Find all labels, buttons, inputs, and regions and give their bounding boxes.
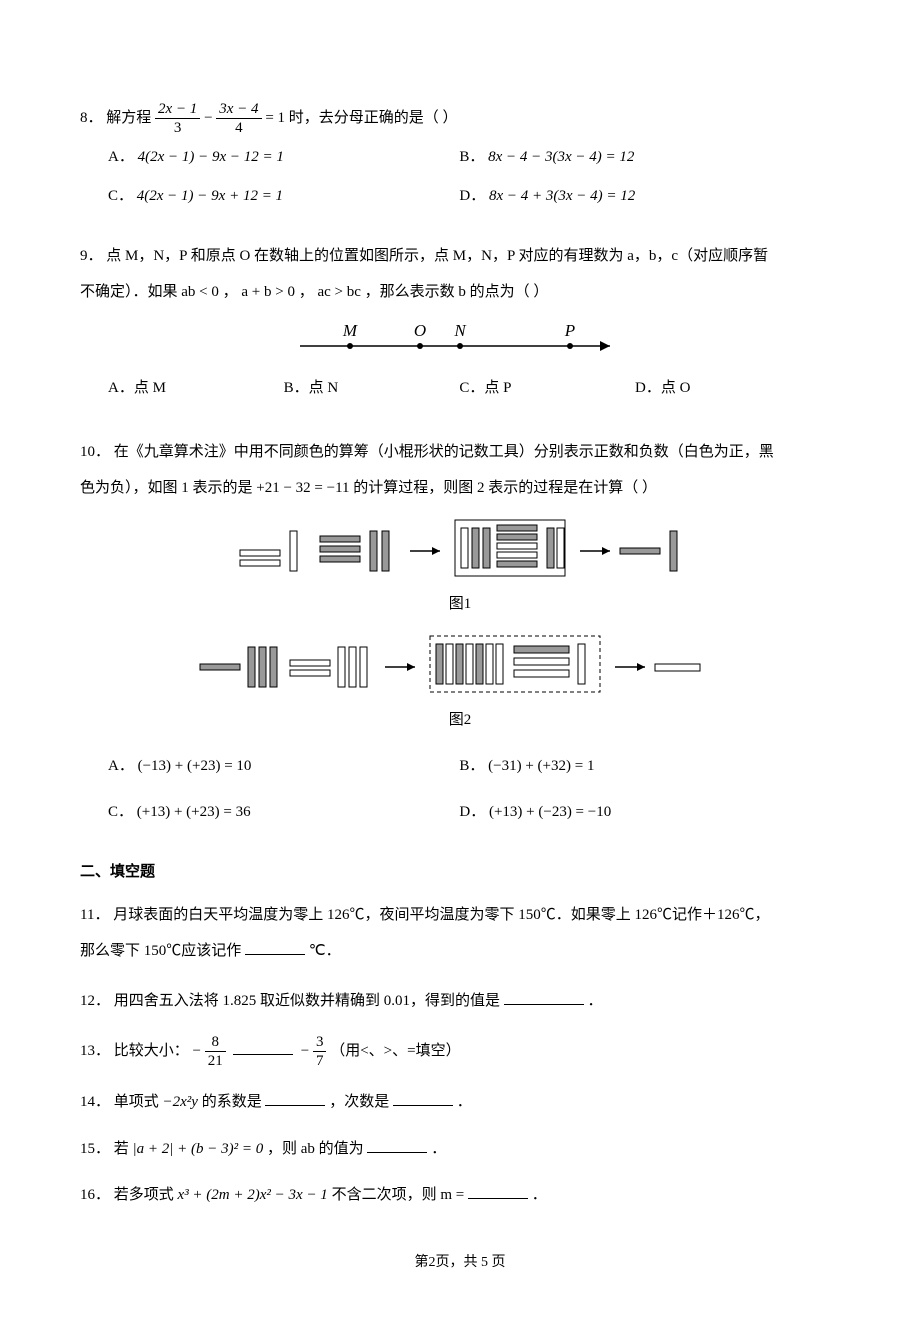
q8-choice-C: C． 4(2x − 1) − 9x + 12 = 1 [108, 182, 459, 211]
q8-pre: 解方程 [106, 110, 151, 126]
svg-text:P: P [564, 321, 575, 340]
q14-blank1 [265, 1090, 325, 1106]
question-8: 8． 解方程 2x − 1 3 − 3x − 4 4 = 1 时，去分母正确的是… [80, 100, 840, 220]
q8-choice-B: B． 8x − 4 − 3(3x − 4) = 12 [459, 143, 810, 172]
q9-numberline: M O N P [80, 320, 840, 360]
numberline-svg: M O N P [290, 320, 630, 360]
question-13: 13． 比较大小： − 8 21 − 3 7 （用<、>、=填空） [80, 1033, 840, 1070]
svg-text:O: O [414, 321, 426, 340]
q11-blank [245, 939, 305, 955]
question-12: 12． 用四舍五入法将 1.825 取近似数并精确到 0.01，得到的值是 ． [80, 987, 840, 1016]
q9-choice-C: C．点 P [459, 370, 635, 406]
fig2-label: 图2 [80, 702, 840, 738]
q13-blank [233, 1039, 293, 1055]
q9-choice-A: A．点 M [108, 370, 284, 406]
q12-blank [504, 989, 584, 1005]
q10-fig2: 图2 [80, 632, 840, 738]
page-footer: 第2页，共 5 页 [80, 1250, 840, 1277]
q10-number: 10． [80, 444, 110, 460]
q10-fig1: 图1 [80, 516, 840, 622]
q10-choice-D: D． (+13) + (−23) = −10 [459, 794, 810, 830]
q8-choice-A: A． 4(2x − 1) − 9x − 12 = 1 [108, 143, 459, 172]
question-16: 16． 若多项式 x³ + (2m + 2)x² − 3x − 1 不含二次项，… [80, 1181, 840, 1210]
q10-choice-A: A． (−13) + (+23) = 10 [108, 748, 459, 784]
q13-frac1: 8 21 [205, 1033, 226, 1070]
q9-choice-B: B．点 N [284, 370, 460, 406]
q10-choice-C: C． (+13) + (+23) = 36 [108, 794, 459, 830]
q14-blank2 [393, 1090, 453, 1106]
q10-choices: A． (−13) + (+23) = 10 B． (−31) + (+32) =… [80, 748, 840, 840]
q8-choices: A． 4(2x − 1) − 9x − 12 = 1 B． 8x − 4 − 3… [80, 143, 840, 220]
question-14: 14． 单项式 −2x²y 的系数是 ，次数是 ． [80, 1088, 840, 1117]
q9-number: 9． [80, 248, 103, 264]
q8-frac1: 2x − 1 3 [155, 100, 200, 137]
fig2-svg [190, 632, 730, 702]
section-2-header: 二、填空题 [80, 858, 840, 887]
q8-frac2: 3x − 4 4 [216, 100, 261, 137]
fig1-svg [220, 516, 700, 586]
q8-post: 时，去分母正确的是（ ） [289, 110, 458, 126]
q10-choice-B: B． (−31) + (+32) = 1 [459, 748, 810, 784]
svg-text:M: M [342, 321, 358, 340]
question-11: 11． 月球表面的白天平均温度为零上 126℃，夜间平均温度为零下 150℃．如… [80, 897, 840, 969]
q13-frac2: 3 7 [313, 1033, 327, 1070]
question-9: 9． 点 M，N，P 和原点 O 在数轴上的位置如图所示，点 M，N，P 对应的… [80, 238, 840, 416]
question-10: 10． 在《九章算术注》中用不同颜色的算筹（小棍形状的记数工具）分别表示正数和负… [80, 434, 840, 840]
q8-choice-D: D． 8x − 4 + 3(3x − 4) = 12 [459, 182, 810, 211]
q9-choice-D: D．点 O [635, 370, 811, 406]
q16-blank [468, 1183, 528, 1199]
fig1-label: 图1 [80, 586, 840, 622]
svg-text:N: N [453, 321, 467, 340]
q8-number: 8． [80, 110, 103, 126]
q9-choices: A．点 M B．点 N C．点 P D．点 O [80, 370, 840, 416]
question-15: 15． 若 |a + 2| + (b − 3)² = 0 ，则 ab 的值为 ． [80, 1135, 840, 1164]
q15-blank [367, 1137, 427, 1153]
